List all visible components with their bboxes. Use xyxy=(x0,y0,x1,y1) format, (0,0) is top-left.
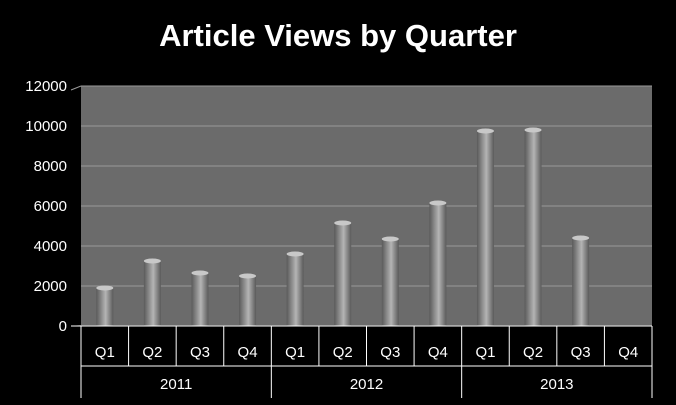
bar xyxy=(239,276,257,326)
x-category-label: Q1 xyxy=(285,344,305,361)
x-category-label: Q2 xyxy=(523,344,543,361)
x-category-label: Q2 xyxy=(142,344,162,361)
x-category-label: Q2 xyxy=(333,344,353,361)
bar xyxy=(476,131,494,326)
bar-top xyxy=(476,128,494,134)
bar xyxy=(143,261,161,326)
x-group-label: 2012 xyxy=(350,376,383,393)
bar xyxy=(572,238,590,326)
y-tick-label: 0 xyxy=(59,318,67,335)
bar-top xyxy=(381,236,399,242)
bar xyxy=(286,254,304,326)
x-category-label: Q1 xyxy=(475,344,495,361)
y-tick-label: 2000 xyxy=(34,278,67,295)
bar xyxy=(381,239,399,326)
bar-top xyxy=(96,285,114,291)
bar-top xyxy=(143,258,161,264)
x-group-label: 2011 xyxy=(160,376,192,393)
bar-top xyxy=(524,127,542,133)
y-tick-label: 6000 xyxy=(34,198,67,215)
bar-top xyxy=(191,270,209,276)
x-category-label: Q3 xyxy=(380,344,400,361)
y-tick-label: 4000 xyxy=(34,238,67,255)
bar xyxy=(524,130,542,326)
bar xyxy=(334,223,352,326)
y-tick-label: 12000 xyxy=(25,78,67,95)
x-category-label: Q4 xyxy=(428,344,448,361)
bar xyxy=(191,273,209,326)
chart-title: Article Views by Quarter xyxy=(159,18,517,53)
x-category-label: Q1 xyxy=(95,344,115,361)
y-tick-label: 8000 xyxy=(34,158,67,175)
bar xyxy=(429,203,447,326)
bar-top xyxy=(334,220,352,226)
plot-wall-edge xyxy=(70,85,82,91)
y-tick-label: 10000 xyxy=(25,118,67,135)
bar-top xyxy=(572,235,590,241)
x-group-label: 2013 xyxy=(540,376,573,393)
x-category-label: Q4 xyxy=(238,344,258,361)
bar-top xyxy=(239,273,257,279)
x-category-label: Q4 xyxy=(618,344,638,361)
bar-top xyxy=(286,251,304,257)
x-category-label: Q3 xyxy=(190,344,210,361)
bar xyxy=(96,288,114,326)
x-category-label: Q3 xyxy=(571,344,591,361)
bar-top xyxy=(429,200,447,206)
